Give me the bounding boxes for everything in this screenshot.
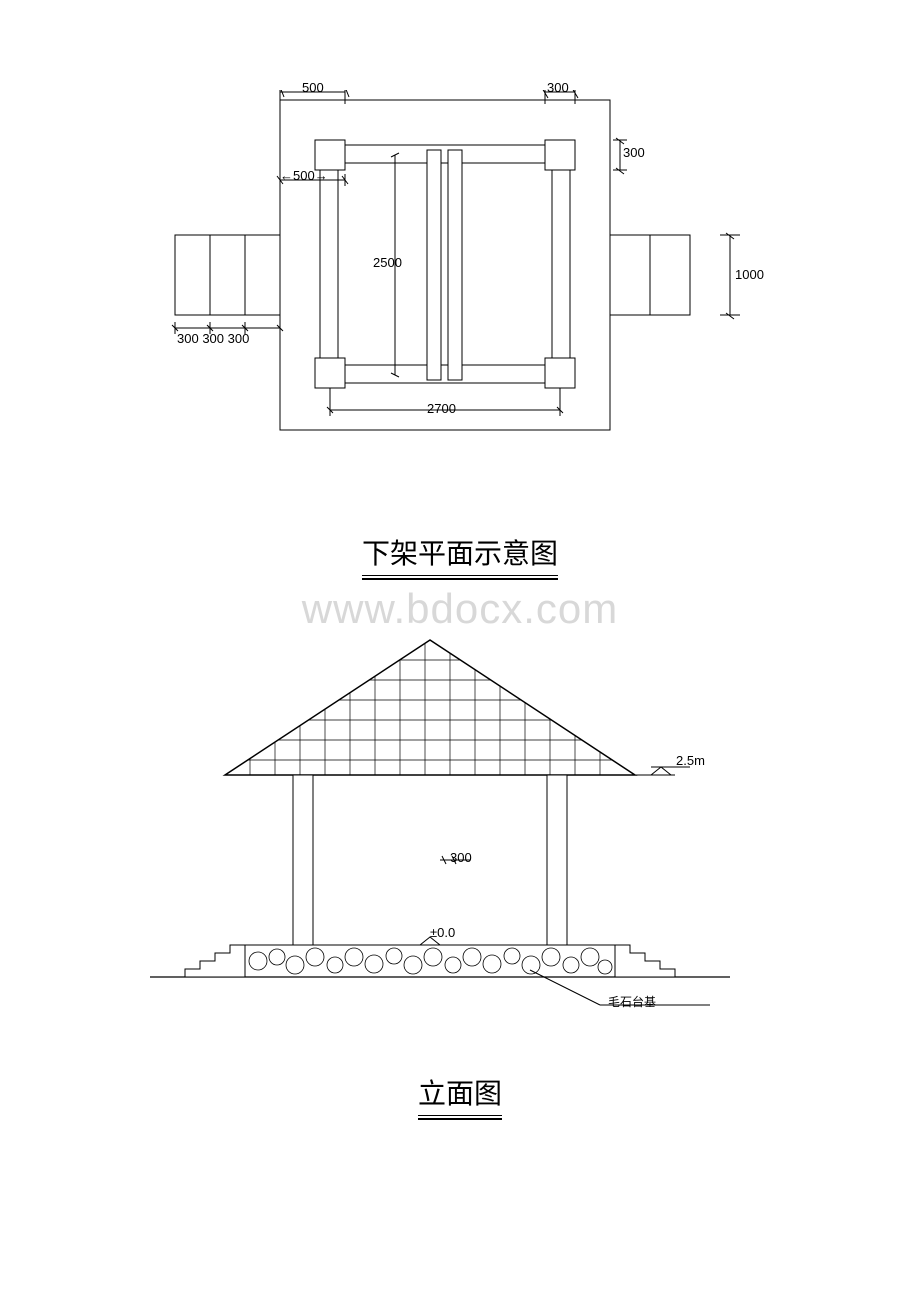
plan-view: 500 300 300 ←500→ 2500 1000 300 300 300 … — [130, 90, 790, 450]
plan-center-member-2 — [448, 150, 462, 380]
dim-2-5m: 2.5m — [676, 753, 705, 768]
plan-center-member-1 — [427, 150, 441, 380]
dim-col-300: 300 — [450, 850, 472, 865]
elev-right-steps — [615, 945, 675, 977]
plan-column-bl — [315, 358, 345, 388]
dim-2500: 2500 — [373, 255, 402, 270]
plan-left-steps — [175, 235, 280, 315]
dim-500-top: 500 — [302, 80, 324, 95]
foundation-label: 毛石台基 — [608, 993, 656, 1010]
plan-title: 下架平面示意图 — [362, 532, 558, 580]
plan-svg — [130, 90, 790, 450]
elev-column-right — [547, 775, 567, 945]
dim-300-top: 300 — [547, 80, 569, 95]
elevation-view: 2.5m 300 ±0.0 毛石台基 — [130, 625, 790, 1045]
watermark-text: www.bdocx.com — [302, 585, 618, 633]
elev-column-left — [293, 775, 313, 945]
dim-300x3: 300 300 300 — [177, 331, 249, 346]
dim-zero: ±0.0 — [430, 925, 455, 940]
plan-column-tr — [545, 140, 575, 170]
plan-beam-top — [345, 145, 545, 163]
plan-beam-right — [552, 170, 570, 358]
plan-beam-left — [320, 170, 338, 358]
elev-title: 立面图 — [418, 1072, 502, 1120]
elev-left-steps — [185, 945, 245, 977]
level-marker-top — [651, 767, 671, 775]
dim-500-left: ←500→ — [280, 168, 328, 183]
dim-1000: 1000 — [735, 267, 764, 282]
elev-svg — [130, 625, 790, 1045]
plan-column-br — [545, 358, 575, 388]
plan-column-tl — [315, 140, 345, 170]
dim-300-right: 300 — [623, 145, 645, 160]
dim-2700: 2700 — [427, 401, 456, 416]
plan-beam-bottom — [345, 365, 545, 383]
